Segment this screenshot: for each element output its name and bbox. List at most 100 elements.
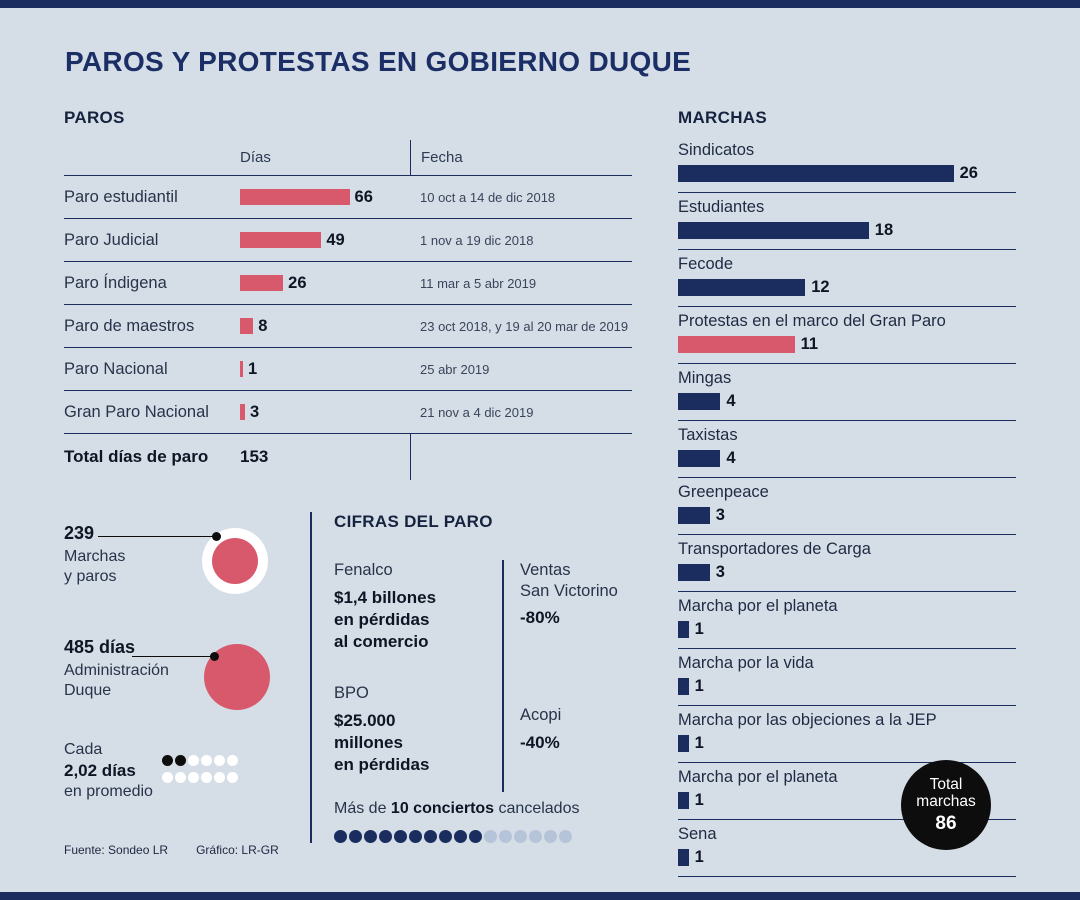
- cifra-value: $25.000 millones en pérdidas: [334, 710, 430, 774]
- paro-label: Paro de maestros: [64, 316, 195, 335]
- cifra-org: Acopi: [520, 705, 562, 724]
- marcha-label: Marcha por la vida: [678, 653, 814, 672]
- marcha-item: Mingas 4: [678, 364, 1016, 421]
- promedio-line1: Cada: [64, 741, 103, 758]
- marcha-value: 1: [694, 733, 704, 752]
- empty-dot-icon: [214, 772, 225, 783]
- marcha-item: Estudiantes 18: [678, 193, 1016, 250]
- marcha-bar: [678, 677, 689, 695]
- cifra-acopi: Acopi -40%: [502, 668, 664, 792]
- empty-dot-icon: [188, 755, 199, 766]
- cifra-value: $1,4 billones en pérdidas al comercio: [334, 587, 437, 651]
- connector-line: [98, 536, 216, 537]
- marchas-paros-circle-inner: [212, 538, 258, 584]
- marcha-value: 1: [694, 619, 704, 638]
- marcha-bar-row: 11: [678, 335, 1016, 354]
- paro-bar: [240, 275, 284, 291]
- filled-dot-icon: [394, 829, 407, 843]
- marchas-section: MARCHAS Sindicatos 26 Estudiantes 18: [678, 108, 1016, 877]
- paros-total-label: Total días de paro: [64, 447, 209, 466]
- connector-dot: [210, 652, 219, 661]
- paro-bar-cell: 8: [232, 317, 410, 336]
- marchas-paros-circle: [202, 528, 268, 594]
- marcha-value: 18: [874, 220, 894, 239]
- empty-dot-icon: [514, 829, 527, 843]
- marcha-value: 11: [800, 334, 819, 353]
- paros-section: PAROS Días Fecha Paro estudiantil 66 10 …: [64, 108, 632, 480]
- promedio-dot-grid: [162, 755, 240, 789]
- marcha-label: Marcha por el planeta: [678, 596, 838, 615]
- paro-bar: [240, 361, 243, 377]
- cifras-section: CIFRAS DEL PARO Fenalco $1,4 billones en…: [310, 512, 664, 843]
- marcha-value: 26: [959, 163, 978, 182]
- filled-dot-icon: [379, 829, 392, 843]
- column-header-dias: Días: [240, 149, 271, 166]
- paro-label: Gran Paro Nacional: [64, 402, 209, 421]
- total-marchas-line1: Total: [929, 776, 963, 793]
- stat-value-485-dias: 485 días: [64, 637, 136, 657]
- paro-value: 1: [248, 359, 258, 378]
- marcha-label: Marcha por el planeta: [678, 767, 838, 786]
- stat-label-duque: Administración Duque: [64, 662, 169, 700]
- conciertos-dot-row: [334, 829, 664, 843]
- paros-total-row: Total días de paro 153: [64, 434, 632, 480]
- marcha-label: Sena: [678, 824, 717, 843]
- marcha-bar: [678, 734, 689, 752]
- marcha-bar-row: 1: [678, 677, 1016, 696]
- paros-heading: PAROS: [64, 108, 125, 127]
- paro-value: 49: [326, 230, 345, 249]
- marcha-bar-row: 12: [678, 278, 1016, 297]
- marcha-value: 4: [726, 391, 736, 410]
- paro-fecha: 21 nov a 4 dic 2019: [420, 404, 534, 420]
- cifra-value: -80%: [520, 608, 560, 628]
- table-row: Paro de maestros 8 23 oct 2018, y 19 al …: [64, 305, 632, 348]
- cifra-org: Fenalco: [334, 561, 393, 579]
- marcha-label: Marcha por las objeciones a la JEP: [678, 710, 937, 729]
- promedio-dot-row: [162, 772, 240, 783]
- filled-dot-icon: [334, 829, 347, 843]
- marcha-label: Protestas en el marco del Gran Paro: [678, 311, 946, 330]
- page-title: PAROS Y PROTESTAS EN GOBIERNO DUQUE: [65, 46, 692, 77]
- marcha-value: 3: [715, 562, 725, 581]
- cifras-grid: Fenalco $1,4 billones en pérdidas al com…: [334, 560, 664, 792]
- marchas-list: Sindicatos 26 Estudiantes 18 Fecode: [678, 136, 1016, 877]
- paro-fecha: 11 mar a 5 abr 2019: [420, 275, 537, 291]
- table-row: Paro estudiantil 66 10 oct a 14 de dic 2…: [64, 176, 632, 219]
- top-accent-bar: [0, 0, 1080, 8]
- empty-dot-icon: [544, 829, 557, 843]
- marcha-value: 3: [715, 505, 725, 524]
- stat-administracion-duque: 485 días Administración Duque: [64, 637, 304, 737]
- marcha-item: Greenpeace 3: [678, 478, 1016, 535]
- marcha-label: Greenpeace: [678, 482, 769, 501]
- paro-fecha: 23 oct 2018, y 19 al 20 mar de 2019: [420, 318, 629, 334]
- paro-bar: [240, 232, 322, 248]
- paro-bar: [240, 404, 245, 420]
- paro-bar-cell: 1: [232, 360, 410, 379]
- empty-dot-icon: [201, 755, 212, 766]
- empty-dot-icon: [175, 772, 186, 783]
- cifra-bpo: BPO $25.000 millones en pérdidas: [334, 669, 502, 792]
- bottom-accent-bar: [0, 892, 1080, 900]
- paro-fecha: 1 nov a 19 dic 2018: [420, 232, 534, 248]
- empty-dot-icon: [227, 755, 238, 766]
- marcha-bar-row: 4: [678, 392, 1016, 411]
- paro-bar-cell: 26: [232, 274, 410, 293]
- marcha-bar-row: 1: [678, 734, 1016, 753]
- marcha-label: Taxistas: [678, 425, 738, 444]
- marcha-item: Sena 1: [678, 820, 1016, 877]
- table-row: Paro Nacional 1 25 abr 2019: [64, 348, 632, 391]
- marcha-bar: [678, 392, 721, 410]
- footer-graphic-credit: Gráfico: LR-GR: [196, 843, 279, 857]
- marcha-bar: [678, 620, 689, 638]
- marcha-bar: [678, 506, 710, 524]
- marcha-label: Mingas: [678, 368, 732, 387]
- promedio-line2: 2,02 días: [64, 761, 136, 780]
- filled-dot-icon: [439, 829, 452, 843]
- paro-fecha: 10 oct a 14 de dic 2018: [420, 189, 556, 205]
- cifra-org: Ventas San Victorino: [520, 561, 618, 600]
- table-row: Paro Judicial 49 1 nov a 19 dic 2018: [64, 219, 632, 262]
- filled-dot-icon: [424, 829, 437, 843]
- paros-total-value: 153: [240, 447, 269, 466]
- marcha-bar-row: 1: [678, 848, 1016, 867]
- marcha-bar-row: 1: [678, 620, 1016, 639]
